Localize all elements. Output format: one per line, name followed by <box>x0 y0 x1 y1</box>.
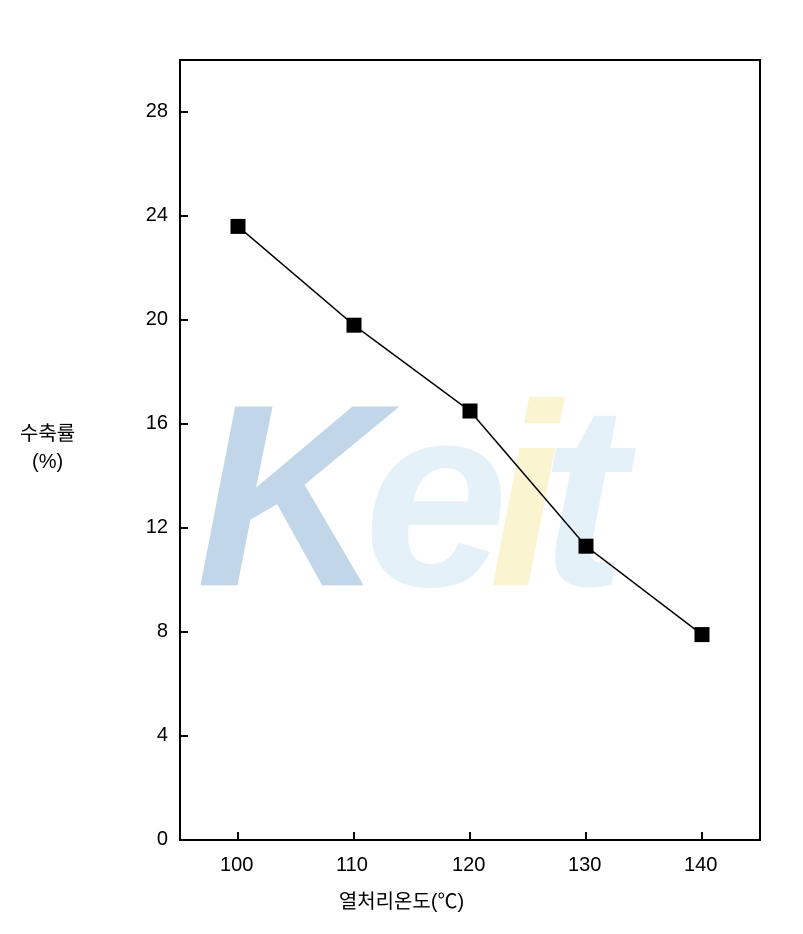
y-tick-label: 28 <box>146 100 168 123</box>
x-axis-label: 열처리온도(℃) <box>339 885 464 914</box>
y-tick-label: 4 <box>157 724 168 747</box>
y-tick-label: 8 <box>157 620 168 643</box>
y-axis-label-line1: 수축률 <box>20 420 75 448</box>
x-tick-label: 110 <box>336 854 368 877</box>
chart-container: Keit 수축률 (%) 열처리온도(℃) 048121620242810011… <box>0 0 803 934</box>
y-tick-label: 12 <box>146 516 168 539</box>
y-tick-label: 0 <box>157 828 168 851</box>
y-tick-label: 16 <box>146 412 168 435</box>
y-tick-label: 20 <box>146 308 168 331</box>
x-tick-label: 130 <box>568 854 601 877</box>
x-tick-label: 120 <box>452 854 485 877</box>
x-tick-label: 100 <box>220 854 253 877</box>
y-tick-label: 24 <box>146 204 168 227</box>
chart-svg <box>0 0 803 934</box>
x-tick-label: 140 <box>684 854 717 877</box>
y-axis-label-line2: (%) <box>20 448 75 476</box>
y-axis-label: 수축률 (%) <box>20 420 75 476</box>
